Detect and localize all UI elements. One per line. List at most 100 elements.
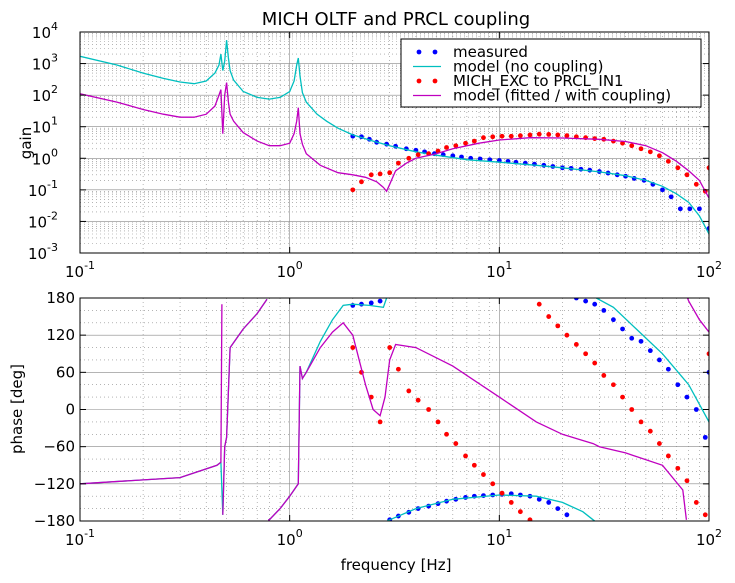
data-point	[481, 493, 486, 499]
data-point	[499, 133, 505, 139]
data-point	[415, 397, 421, 403]
data-point	[693, 500, 699, 505]
data-point	[647, 428, 653, 434]
legend-label: model (fitted / with coupling)	[453, 87, 671, 105]
data-point	[693, 407, 699, 412]
x-axis-label: frequency [Hz]	[341, 556, 452, 574]
data-point	[481, 135, 486, 141]
data-point	[601, 373, 607, 378]
data-point	[638, 146, 644, 152]
series-line	[80, 40, 709, 235]
x-tick-label: 102	[696, 527, 722, 549]
data-point	[463, 140, 468, 146]
data-point	[656, 153, 662, 159]
data-point	[426, 407, 432, 412]
data-point	[564, 512, 570, 518]
data-point	[665, 366, 671, 372]
data-point	[481, 472, 486, 477]
data-point	[629, 407, 635, 412]
data-point	[665, 158, 671, 164]
data-point	[406, 388, 412, 394]
chart-title: MICH OLTF and PRCL coupling	[262, 9, 530, 30]
y-tick-label: 0	[65, 401, 75, 419]
data-point	[684, 394, 690, 400]
x-tick-label: 100	[277, 259, 303, 281]
data-point	[656, 441, 662, 446]
x-tick-label: 100	[277, 527, 303, 549]
x-tick-label: 102	[696, 259, 722, 281]
data-point	[573, 342, 579, 347]
data-point	[656, 357, 662, 363]
data-point	[592, 360, 598, 366]
data-point	[629, 335, 635, 341]
y-axis-label-phase: phase [deg]	[8, 364, 26, 454]
y-tick-label: −60	[43, 438, 75, 456]
data-point	[675, 465, 681, 471]
data-point	[527, 517, 533, 521]
data-point	[620, 140, 625, 146]
data-point	[684, 478, 690, 484]
plot-frame	[79, 31, 710, 254]
data-point	[499, 490, 505, 496]
data-point	[350, 345, 356, 350]
series-group	[80, 298, 709, 521]
data-point	[675, 382, 681, 388]
data-point	[377, 298, 383, 304]
data-point	[546, 314, 552, 319]
y-tick-label: 104	[32, 20, 58, 42]
y-tick-label: 180	[46, 289, 75, 307]
data-point	[601, 307, 607, 313]
legend-label: measured	[453, 43, 528, 61]
data-point	[620, 394, 625, 400]
data-point	[684, 172, 690, 178]
data-point	[665, 453, 671, 459]
x-tick-label: 10-1	[65, 259, 95, 281]
y-tick-label: 100	[32, 146, 58, 168]
data-point	[508, 500, 514, 505]
y-tick-label: 120	[46, 326, 75, 344]
data-point	[583, 351, 589, 357]
data-point	[395, 160, 401, 166]
series-group	[80, 40, 709, 235]
y-tick-label: 103	[32, 52, 58, 74]
data-point	[702, 434, 708, 440]
data-point	[490, 481, 496, 487]
legend-box	[400, 38, 702, 108]
data-point	[564, 332, 570, 338]
x-tick-label: 101	[486, 259, 512, 281]
data-point	[536, 496, 542, 502]
data-point	[546, 132, 552, 137]
data-point	[647, 149, 653, 155]
x-tick-label: 10-1	[65, 527, 95, 549]
data-point	[444, 431, 449, 437]
data-point	[546, 500, 552, 505]
data-point	[583, 298, 589, 304]
data-point	[508, 133, 514, 139]
data-point	[668, 194, 674, 200]
data-point	[638, 338, 644, 344]
data-point	[555, 506, 561, 512]
legend-marker	[416, 78, 422, 84]
series-line	[80, 82, 709, 199]
x-tick-label: 101	[486, 527, 512, 549]
data-point	[702, 512, 708, 518]
data-point	[517, 133, 523, 139]
y-tick-label: 10-1	[28, 178, 58, 200]
y-tick-label: 101	[32, 115, 58, 137]
data-point	[620, 326, 625, 332]
data-point	[564, 133, 570, 139]
y-tick-label: 10-3	[28, 241, 58, 263]
data-point	[527, 132, 533, 138]
data-point	[706, 165, 709, 171]
data-point	[693, 181, 699, 187]
y-tick-label: 102	[32, 83, 58, 105]
data-point	[638, 419, 644, 425]
data-point	[406, 155, 412, 161]
data-point	[687, 206, 693, 212]
data-point	[660, 187, 665, 193]
y-tick-label: 60	[56, 363, 75, 381]
data-point	[647, 348, 653, 354]
data-point	[706, 351, 709, 357]
